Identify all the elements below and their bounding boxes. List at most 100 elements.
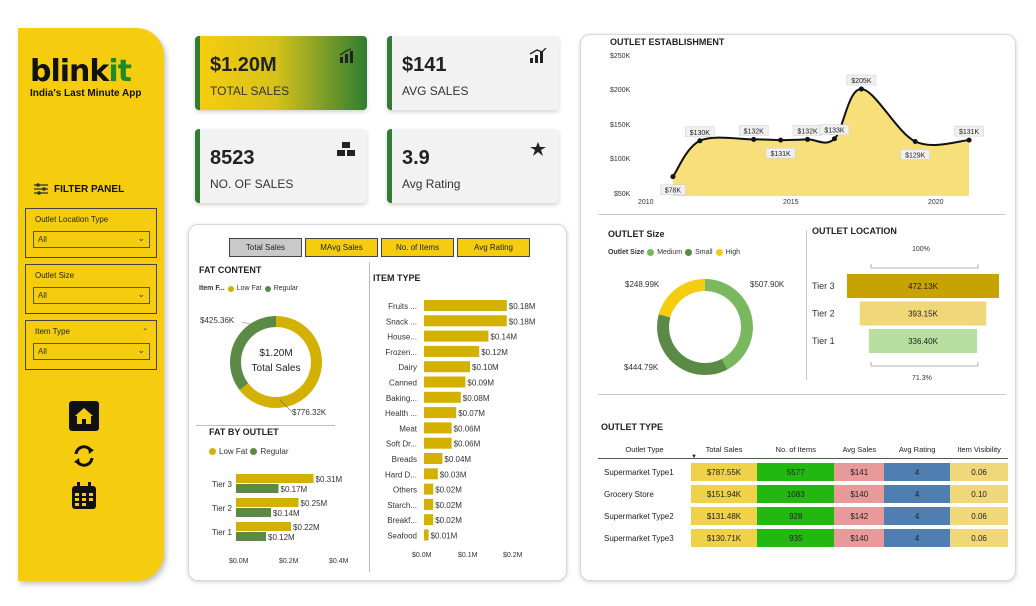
data-label: $129K bbox=[905, 152, 926, 159]
data-point[interactable] bbox=[670, 174, 676, 180]
column-header[interactable]: Avg Rating bbox=[884, 441, 951, 459]
bar-item-type[interactable] bbox=[424, 529, 429, 541]
y-tick: $50K bbox=[614, 191, 631, 198]
bar-item-type[interactable] bbox=[424, 453, 443, 464]
bar-item-type[interactable] bbox=[424, 300, 507, 311]
chevron-down-icon: ⌄ bbox=[142, 325, 148, 332]
home-button[interactable] bbox=[68, 400, 100, 432]
slicer-item-type: Item Type ⌄ All ⌄ bbox=[25, 320, 157, 370]
x-tick: 2020 bbox=[928, 199, 944, 206]
filter-sidebar: blinkit India's Last Minute App FILTER P… bbox=[18, 28, 164, 581]
bar-low-fat[interactable] bbox=[236, 474, 314, 483]
tab-mavg-sales[interactable]: MAvg Sales bbox=[305, 238, 378, 257]
funnel-bar[interactable] bbox=[847, 274, 999, 298]
data-label-box bbox=[954, 125, 984, 137]
data-point[interactable] bbox=[778, 137, 784, 143]
bar-item-type[interactable] bbox=[424, 391, 461, 403]
bar-item-type[interactable] bbox=[424, 483, 434, 495]
y-tick: $100K bbox=[610, 156, 631, 163]
donut-slice-medium[interactable] bbox=[705, 279, 753, 370]
bar-item-type[interactable] bbox=[424, 376, 466, 388]
axis-tick: $0.2M bbox=[503, 552, 523, 559]
donut-slice-regular[interactable] bbox=[230, 316, 276, 390]
category-label: Tier 2 bbox=[212, 504, 233, 513]
filter-panel-title: FILTER PANEL bbox=[34, 183, 124, 195]
data-label: $0.08M bbox=[463, 394, 490, 403]
data-point[interactable] bbox=[831, 136, 837, 142]
data-label-box bbox=[660, 184, 686, 195]
chevron-down-icon: ⌄ bbox=[137, 345, 145, 355]
bar-regular[interactable] bbox=[236, 532, 266, 541]
outlet-location-title: OUTLET LOCATION bbox=[812, 226, 897, 236]
funnel-bar[interactable] bbox=[859, 301, 987, 326]
slicer-outlet-location-type: Outlet Location Type All ⌄ bbox=[25, 208, 157, 258]
refresh-button[interactable] bbox=[68, 440, 100, 472]
bar-item-type[interactable] bbox=[424, 345, 480, 357]
data-label: $0.18M bbox=[509, 302, 536, 311]
bar-low-fat[interactable] bbox=[236, 522, 291, 531]
trend-bars-icon bbox=[529, 48, 547, 63]
data-point[interactable] bbox=[805, 136, 811, 142]
fat-leader-lines bbox=[241, 321, 293, 413]
column-header[interactable]: Outlet Type bbox=[598, 441, 691, 459]
data-point[interactable] bbox=[751, 136, 757, 142]
category-label: House... bbox=[387, 333, 417, 342]
tab-avg-rating[interactable]: Avg Rating bbox=[457, 238, 530, 257]
tab-total-sales[interactable]: Total Sales bbox=[229, 238, 302, 257]
table-row: Supermarket Type3 $130.71K 935 $140 4 0.… bbox=[598, 529, 1008, 547]
bar-regular[interactable] bbox=[236, 484, 279, 493]
column-header[interactable]: Avg Sales bbox=[834, 441, 885, 459]
data-label: $0.03M bbox=[440, 470, 467, 479]
bar-regular[interactable] bbox=[236, 508, 271, 517]
data-label: $0.09M bbox=[467, 379, 494, 388]
category-label: Tier 1 bbox=[212, 528, 233, 537]
divider bbox=[196, 425, 335, 426]
data-label: $0.02M bbox=[435, 516, 462, 525]
bar-item-type[interactable] bbox=[424, 468, 438, 480]
bar-item-type[interactable] bbox=[424, 514, 434, 526]
data-label: $0.12M bbox=[481, 348, 508, 357]
funnel-top-pct: 100% bbox=[912, 246, 930, 253]
data-label: 472.13K bbox=[908, 282, 938, 291]
data-label: $132K bbox=[797, 128, 818, 135]
size-small-label: $444.79K bbox=[624, 363, 659, 372]
slicer-outlet-size: Outlet Size All ⌄ bbox=[25, 264, 157, 314]
calendar-button[interactable] bbox=[68, 480, 100, 512]
bar-item-type[interactable] bbox=[424, 422, 452, 434]
item-type-dropdown[interactable]: All ⌄ bbox=[33, 343, 150, 360]
x-tick: 2015 bbox=[783, 199, 799, 206]
bar-low-fat[interactable] bbox=[236, 498, 299, 507]
column-header[interactable]: Item Visibility bbox=[950, 441, 1008, 459]
donut-slice-small[interactable] bbox=[657, 314, 728, 375]
category-label: Snack ... bbox=[386, 317, 417, 326]
funnel-bottom-bracket bbox=[870, 362, 979, 367]
calendar-icon bbox=[72, 482, 96, 509]
data-point[interactable] bbox=[858, 86, 864, 92]
data-point[interactable] bbox=[697, 138, 703, 144]
divider bbox=[598, 214, 1006, 215]
data-label: $0.10M bbox=[472, 363, 499, 372]
outlet-location-type-dropdown[interactable]: All ⌄ bbox=[33, 231, 150, 248]
bar-item-type[interactable] bbox=[424, 437, 452, 449]
donut-center-label: Total Sales bbox=[252, 363, 301, 374]
tab-no-of-items[interactable]: No. of Items bbox=[381, 238, 454, 257]
data-point[interactable] bbox=[912, 138, 918, 144]
data-label: $0.06M bbox=[454, 440, 481, 449]
column-header[interactable]: No. of Items bbox=[757, 441, 835, 459]
outlet-size-dropdown[interactable]: All ⌄ bbox=[33, 287, 150, 304]
donut-slice-high[interactable] bbox=[658, 279, 705, 318]
bar-item-type[interactable] bbox=[424, 330, 489, 342]
bar-item-type[interactable] bbox=[424, 361, 470, 373]
data-label: $0.01M bbox=[431, 532, 458, 541]
data-point[interactable] bbox=[966, 137, 972, 143]
category-label: Hard D... bbox=[385, 470, 417, 479]
bar-item-type[interactable] bbox=[424, 407, 457, 419]
table-row: Supermarket Type1 $787.55K 5577 $141 4 0… bbox=[598, 463, 1008, 481]
bar-item-type[interactable] bbox=[424, 498, 434, 510]
column-header[interactable]: Total Sales ▼ bbox=[690, 441, 758, 460]
bar-item-type[interactable] bbox=[424, 315, 507, 327]
funnel-bar[interactable] bbox=[868, 329, 978, 353]
data-label: $78K bbox=[665, 188, 682, 195]
data-label: $132K bbox=[744, 128, 765, 135]
size-medium-label: $507.90K bbox=[750, 280, 785, 289]
